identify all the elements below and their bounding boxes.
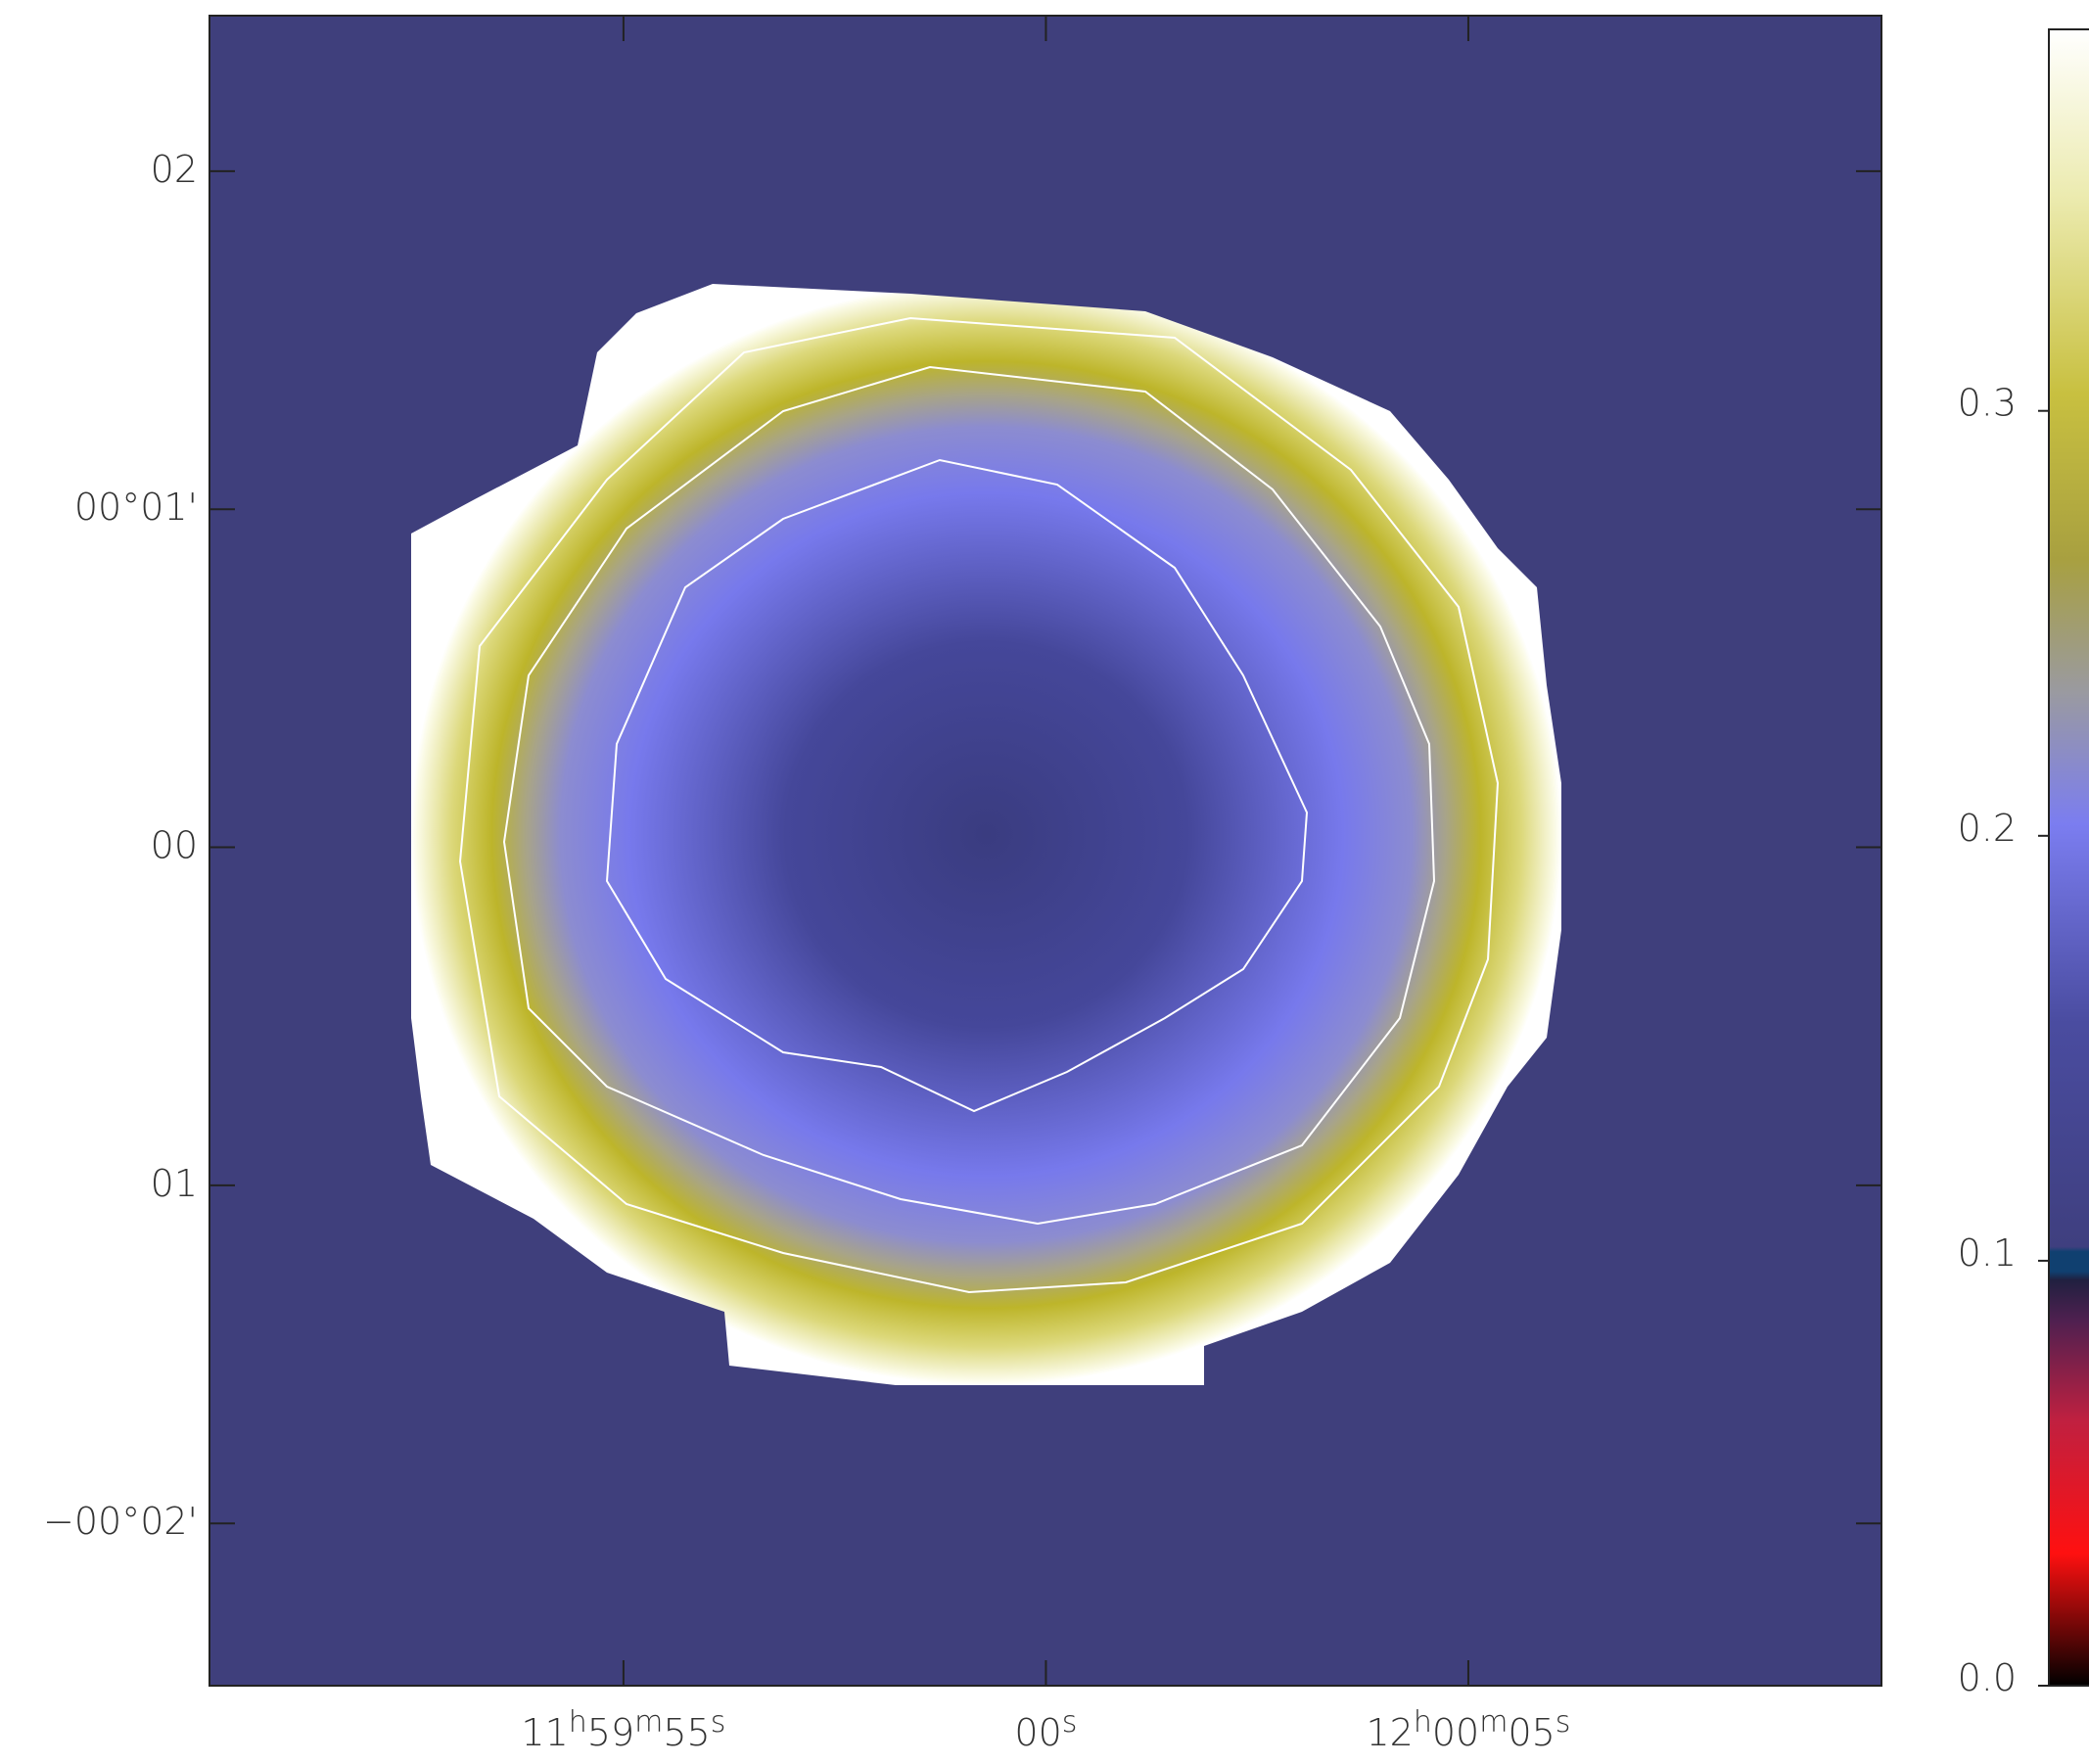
colorbar-tick-label: 0.0 bbox=[1958, 1656, 2017, 1699]
colorbar-tick-label: 0.1 bbox=[1958, 1230, 2017, 1274]
y-tick-label: 00°01' bbox=[74, 486, 198, 529]
x-tick-label: 00s bbox=[1014, 1705, 1077, 1754]
colorbar-tick-label: 0.2 bbox=[1958, 806, 2017, 849]
colorbar bbox=[2048, 28, 2089, 1687]
colorbar-tick-label: 0.3 bbox=[1958, 381, 2017, 424]
y-tick-label: 00 bbox=[151, 823, 198, 866]
source-region bbox=[411, 284, 1561, 1385]
y-tick-label: −00°02' bbox=[43, 1500, 198, 1543]
image bbox=[209, 16, 1881, 1686]
contours bbox=[458, 316, 1500, 1294]
x-tick-label: 12h00m05s bbox=[1366, 1705, 1570, 1754]
x-tick-label: 11h59m55s bbox=[521, 1705, 725, 1754]
y-tick-label: 02 bbox=[151, 147, 198, 190]
y-tick-label: 01 bbox=[151, 1161, 198, 1204]
